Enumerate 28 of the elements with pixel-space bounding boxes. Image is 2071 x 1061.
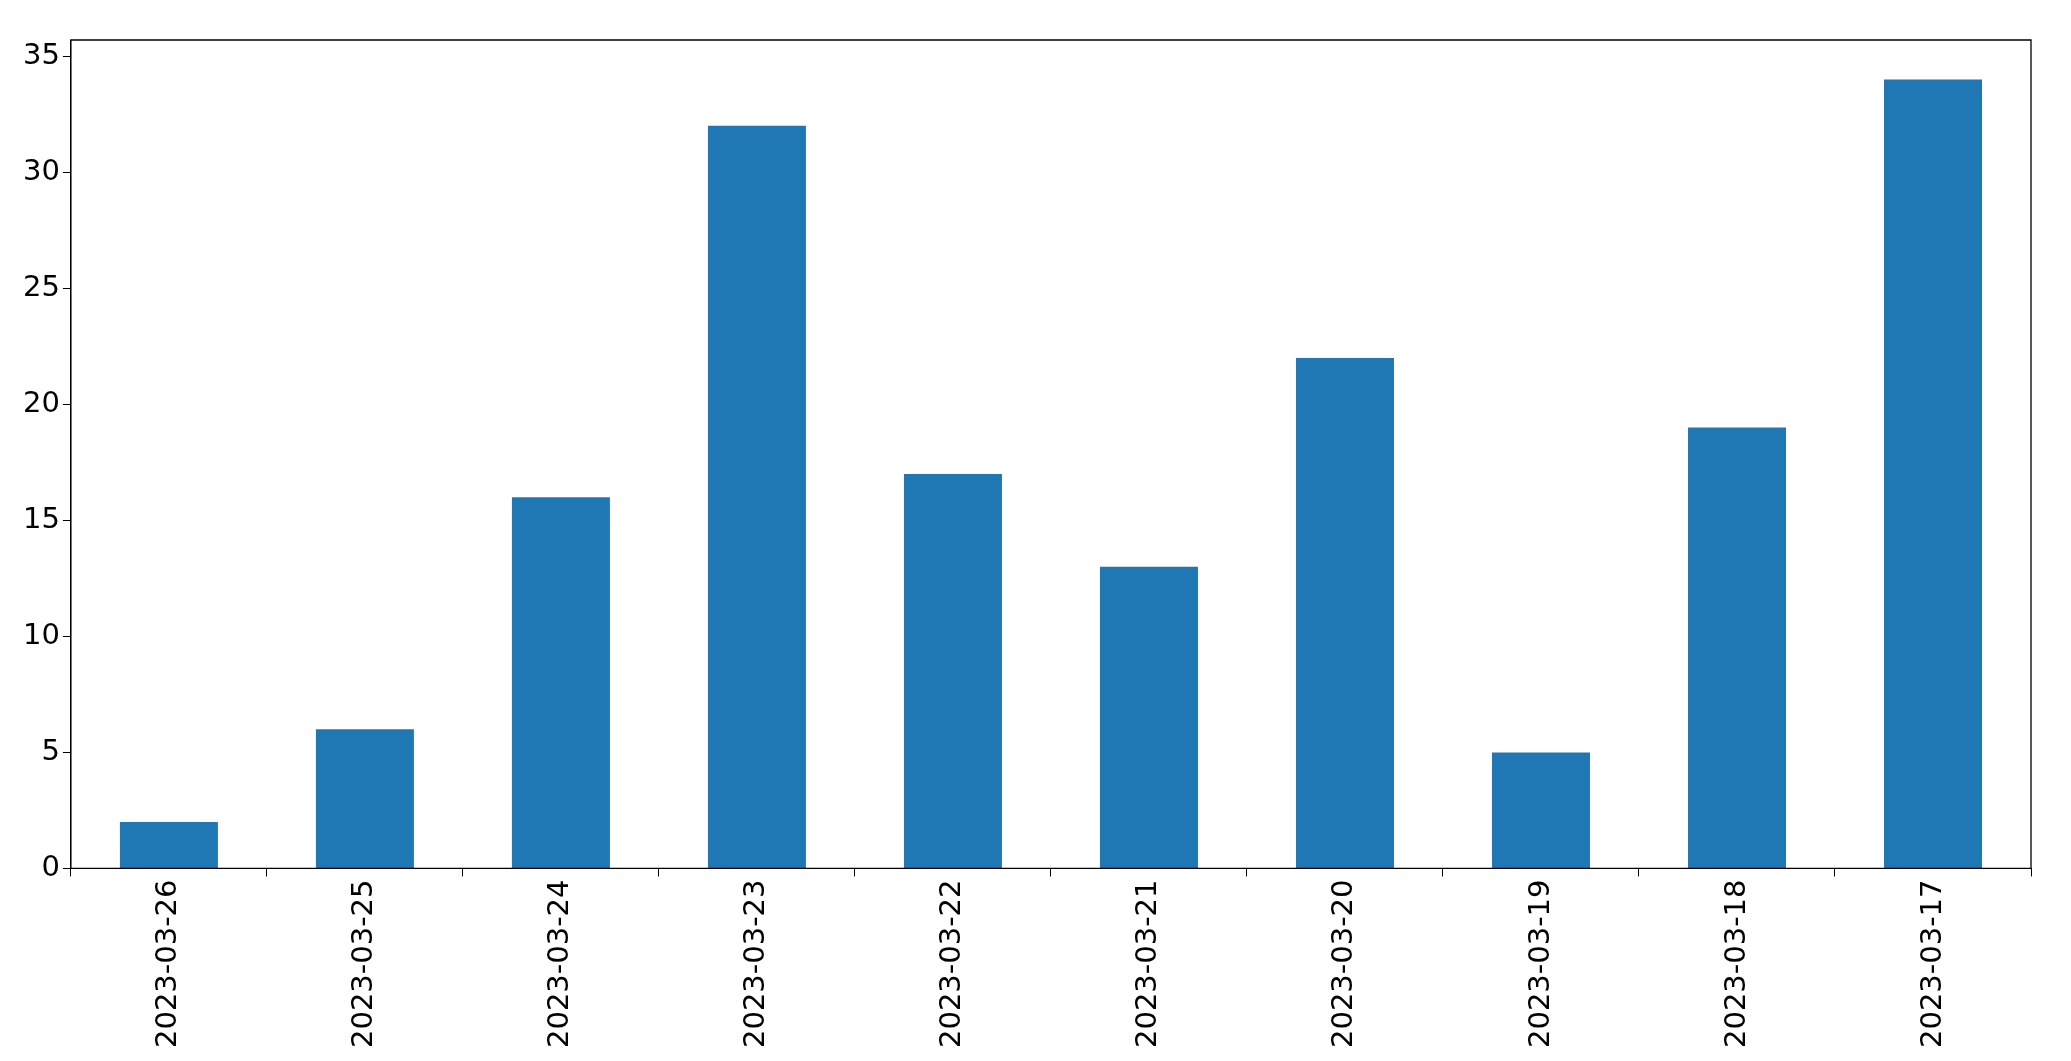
y-tick-label: 30 (23, 152, 60, 187)
x-tick-label: 2023-03-18 (1717, 879, 1752, 1049)
y-tick-label: 10 (23, 616, 60, 651)
y-tick-label: 5 (41, 732, 60, 767)
x-tick-label: 2023-03-22 (933, 879, 968, 1049)
bar (119, 822, 218, 868)
bar (903, 473, 1002, 868)
x-tick-label: 2023-03-17 (1913, 879, 1948, 1049)
y-tick-label: 25 (23, 268, 60, 303)
bar (707, 125, 806, 868)
x-tick-label: 2023-03-20 (1325, 879, 1360, 1049)
bar (511, 497, 610, 868)
x-tick-label: 2023-03-26 (149, 879, 184, 1049)
y-tick-label: 20 (23, 384, 60, 419)
bar (1295, 357, 1394, 868)
x-tick-label: 2023-03-23 (737, 879, 772, 1049)
bar (1099, 566, 1198, 868)
bar (315, 729, 414, 868)
y-tick-label: 15 (23, 500, 60, 535)
x-tick-label: 2023-03-21 (1129, 879, 1164, 1049)
bar (1491, 752, 1590, 868)
x-tick-label: 2023-03-19 (1521, 879, 1556, 1049)
bar (1883, 79, 1982, 868)
y-tick-label: 35 (23, 36, 60, 71)
x-tick-label: 2023-03-24 (541, 879, 576, 1049)
y-tick-label: 0 (41, 849, 60, 883)
bar (1687, 427, 1786, 868)
x-tick-label: 2023-03-25 (345, 879, 380, 1049)
